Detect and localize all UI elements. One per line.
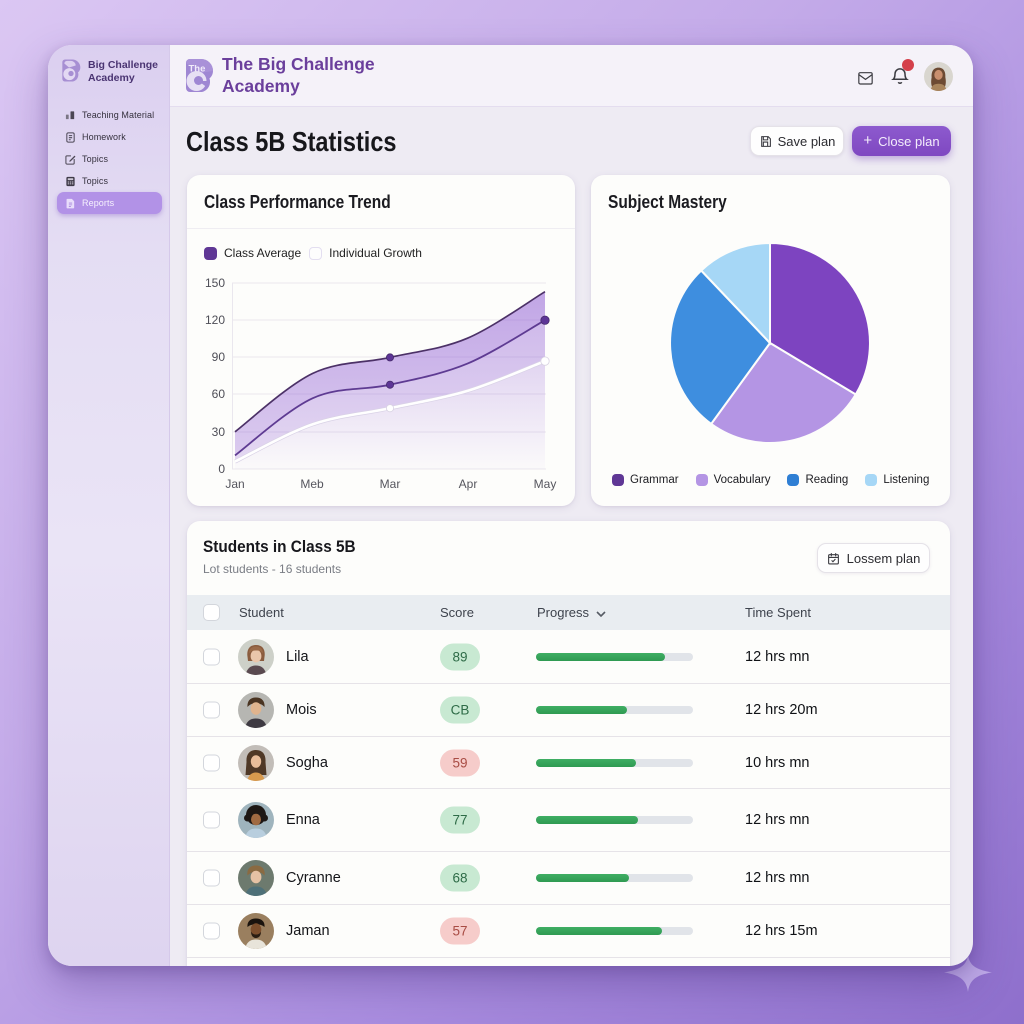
svg-text:0: 0 [218,462,225,476]
svg-text:90: 90 [212,350,226,364]
svg-text:60: 60 [212,387,226,401]
svg-text:Apr: Apr [459,477,478,491]
svg-text:Mar: Mar [380,477,401,491]
svg-text:Meb: Meb [300,477,324,491]
svg-text:150: 150 [205,276,225,290]
svg-text:May: May [534,477,557,491]
svg-text:30: 30 [212,425,226,439]
svg-text:Jan: Jan [225,477,244,491]
svg-text:120: 120 [205,313,225,327]
svg-text:The: The [189,64,206,75]
